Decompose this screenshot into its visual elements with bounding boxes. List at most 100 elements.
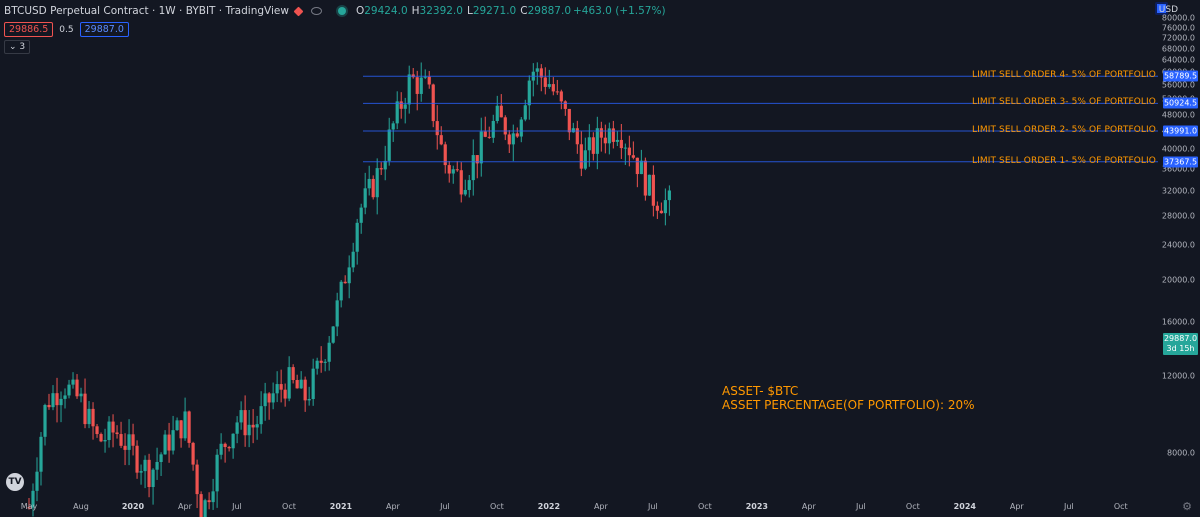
candle-body: [227, 447, 231, 449]
candle-body: [447, 165, 451, 174]
candle-body: [587, 137, 591, 151]
candle-body: [655, 205, 659, 211]
candle-body: [419, 77, 423, 94]
candle-body: [471, 155, 475, 181]
candle-body: [163, 434, 167, 455]
interval[interactable]: 1W: [158, 5, 176, 17]
time-axis-label: Oct: [697, 502, 712, 511]
candle-body: [607, 128, 611, 144]
candle-body: [355, 222, 359, 252]
last-price-value: 29887.0: [1163, 334, 1198, 343]
candle-body: [667, 190, 671, 201]
candle-body: [639, 160, 643, 175]
currency-icon[interactable]: [1155, 2, 1168, 15]
bid-ask-panel: 29886.5 0.5 29887.0: [4, 22, 129, 37]
price-axis-label: 68000.0: [1161, 44, 1195, 54]
indicators-toggle[interactable]: ⌄ 3: [4, 40, 31, 54]
candle-body: [491, 120, 495, 138]
time-axis-label: Apr: [593, 502, 608, 511]
candle-body: [139, 471, 143, 473]
price-axis-label: 20000.0: [1161, 275, 1195, 285]
candle-body: [215, 454, 219, 492]
order-label: LIMIT SELL ORDER 4- 5% OF PORTFOLIO: [971, 70, 1156, 81]
candle-body: [371, 178, 375, 198]
candle-body: [451, 169, 455, 174]
candle-body: [151, 469, 155, 488]
candle-body: [207, 500, 211, 503]
time-axis-label: Oct: [905, 502, 920, 511]
time-axis-label: Jul: [440, 502, 450, 511]
candle-body: [647, 174, 651, 196]
note-line-2: ASSET PERCENTAGE(OF PORTFOLIO): 20%: [722, 398, 975, 412]
candle-body: [387, 129, 391, 161]
price-axis-label: 80000.0: [1161, 13, 1195, 23]
candle-body: [575, 128, 579, 145]
candle-body: [427, 76, 431, 85]
candle-body: [375, 168, 379, 198]
candle-body: [31, 490, 35, 508]
chart-header: BTCUSD Perpetual Contract · 1W · BYBIT ·…: [4, 5, 666, 17]
gear-icon[interactable]: ⚙: [1182, 500, 1192, 513]
eye-icon[interactable]: [310, 7, 322, 15]
time-axis-label: Apr: [1009, 502, 1024, 511]
sell-price-button[interactable]: 29886.5: [4, 22, 54, 37]
price-axis-label: 56000.0: [1161, 80, 1195, 90]
candle-body: [443, 144, 447, 166]
candle-body: [615, 139, 619, 142]
source: TradingView: [225, 5, 289, 17]
candle-body: [231, 433, 235, 449]
candle-body: [123, 445, 127, 450]
order-label: LIMIT SELL ORDER 3- 5% OF PORTFOLIO: [971, 97, 1156, 108]
candle-body: [603, 137, 607, 144]
candle-body: [119, 434, 123, 446]
candle-body: [71, 379, 75, 385]
candle-body: [311, 368, 315, 400]
price-axis-label: 72000.0: [1161, 33, 1195, 43]
price-axis-label: 12000.0: [1161, 371, 1195, 381]
low-value: 29271.0: [472, 5, 517, 17]
price-axis-label: 48000.0: [1161, 110, 1195, 119]
candle-body: [523, 105, 527, 120]
candle-body: [579, 144, 583, 169]
price-axis-label: 36000.0: [1161, 164, 1195, 174]
candle-body: [315, 360, 319, 369]
candle-body: [663, 200, 667, 214]
candle-body: [307, 399, 311, 401]
exchange: BYBIT: [185, 5, 216, 17]
currency-label[interactable]: USD: [1158, 5, 1178, 15]
candle-body: [379, 168, 383, 170]
candle-body: [479, 131, 483, 164]
candle-body: [63, 395, 67, 399]
candle-body: [319, 360, 323, 363]
candle-body: [323, 361, 327, 363]
candle-body: [651, 174, 655, 206]
candle-body: [507, 134, 511, 145]
time-axis-label: Jul: [856, 502, 866, 511]
candle-body: [171, 430, 175, 451]
price-axis-label: 40000.0: [1161, 144, 1195, 154]
time-axis-label: 2023: [745, 502, 768, 511]
tradingview-logo[interactable]: TV: [6, 473, 24, 491]
candle-body: [503, 117, 507, 135]
candle-body: [395, 101, 399, 124]
candle-body: [75, 379, 79, 397]
candle-body: [331, 326, 335, 343]
symbol-name[interactable]: BTCUSD Perpetual Contract: [4, 5, 149, 17]
candle-body: [135, 445, 139, 473]
candle-body: [475, 155, 479, 164]
candle-body: [563, 101, 567, 109]
candle-body: [347, 267, 351, 284]
order-label: LIMIT SELL ORDER 2- 5% OF PORTFOLIO: [971, 124, 1156, 135]
candle-body: [415, 77, 419, 94]
candle-body: [67, 384, 71, 396]
candle-body: [611, 128, 615, 142]
candle-body: [275, 384, 279, 394]
time-axis-label: Apr: [801, 502, 816, 511]
asset-note[interactable]: ASSET- $BTC ASSET PERCENTAGE(OF PORTFOLI…: [722, 384, 975, 412]
candle-body: [27, 507, 31, 509]
candle-body: [659, 210, 663, 214]
buy-price-button[interactable]: 29887.0: [79, 22, 129, 37]
candle-body: [299, 379, 303, 389]
candle-body: [599, 128, 603, 138]
